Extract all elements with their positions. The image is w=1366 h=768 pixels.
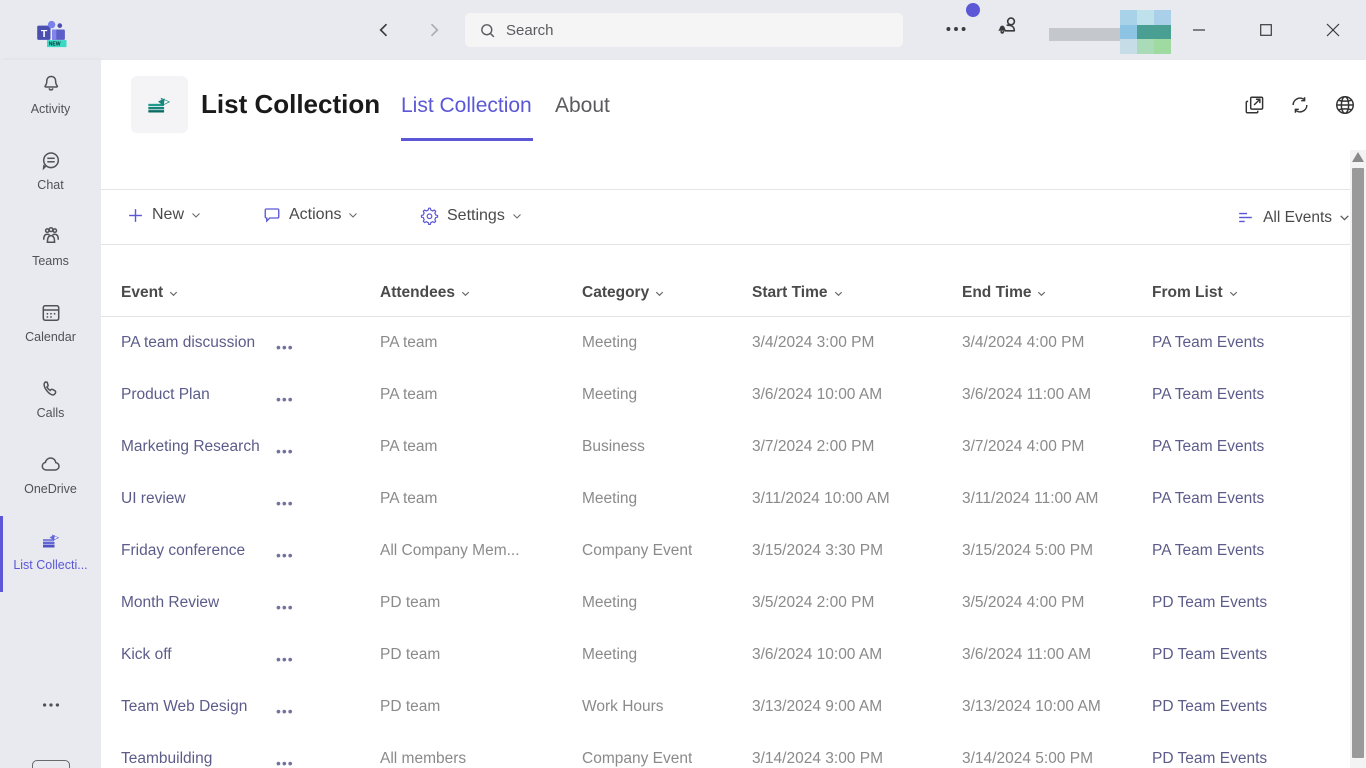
svg-text:NEW: NEW (49, 41, 61, 47)
svg-text:T: T (41, 28, 48, 40)
